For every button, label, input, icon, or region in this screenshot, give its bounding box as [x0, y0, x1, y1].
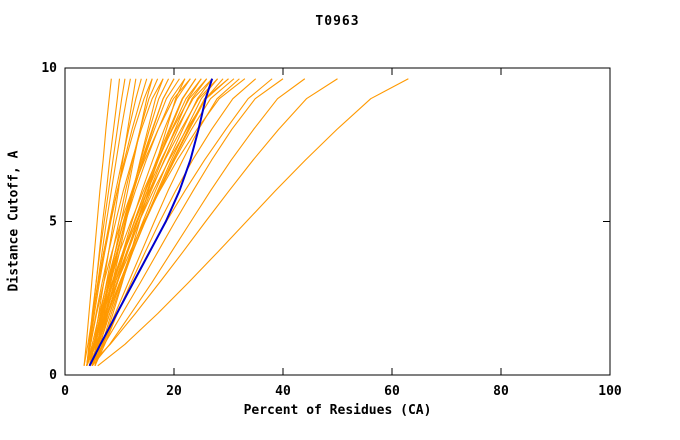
highlight-curve — [88, 78, 214, 367]
model-curve — [86, 78, 180, 366]
model-curve — [89, 78, 284, 367]
model-curve — [89, 78, 338, 367]
model-curve — [86, 78, 153, 366]
model-curve — [89, 78, 235, 366]
model-curve — [86, 78, 213, 366]
y-tick-label: 10 — [41, 61, 57, 76]
model-curve — [97, 78, 409, 367]
x-tick-label: 60 — [384, 384, 400, 399]
model-curve — [86, 78, 246, 366]
model-curve — [88, 78, 218, 366]
model-curve — [91, 78, 229, 366]
x-tick-label: 40 — [275, 384, 291, 399]
x-tick-label: 20 — [166, 384, 182, 399]
y-tick-label: 5 — [49, 215, 57, 230]
x-tick-label: 100 — [598, 384, 622, 399]
model-curve — [86, 78, 191, 366]
x-tick-label: 0 — [61, 384, 69, 399]
model-curve — [83, 78, 112, 366]
chart-title: T0963 — [315, 14, 360, 29]
model-curve — [94, 78, 202, 366]
x-axis-label: Percent of Residues (CA) — [243, 403, 432, 418]
model-curve — [91, 78, 306, 367]
x-tick-label: 80 — [493, 384, 509, 399]
y-tick-label: 0 — [49, 368, 57, 383]
